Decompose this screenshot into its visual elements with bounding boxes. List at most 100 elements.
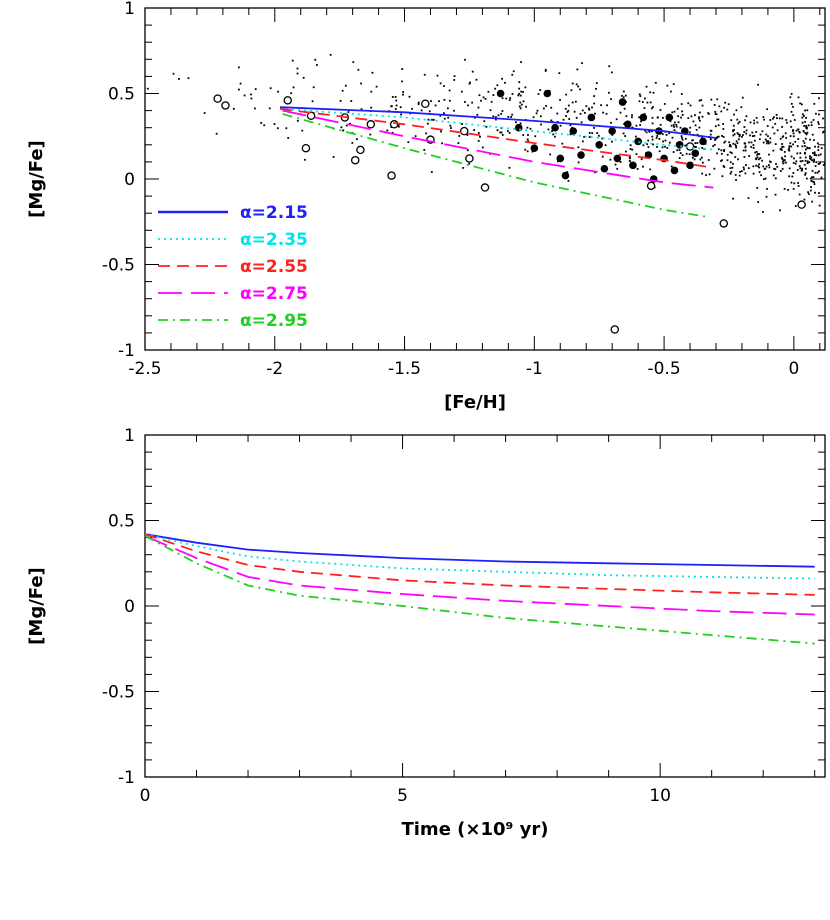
- field-star-point: [694, 114, 696, 117]
- field-star-point: [679, 152, 682, 155]
- field-star-point: [665, 134, 668, 136]
- field-star-point: [804, 109, 806, 112]
- field-star-point: [738, 133, 741, 136]
- field-star-point: [477, 132, 480, 134]
- series-line-2: [279, 108, 717, 151]
- field-star-point: [809, 177, 812, 180]
- field-star-point: [569, 133, 572, 136]
- field-star-point: [747, 167, 750, 170]
- field-star-point: [765, 142, 768, 145]
- field-star-point: [438, 100, 440, 103]
- field-star-point: [729, 151, 732, 154]
- field-star-point: [639, 95, 642, 97]
- field-star-point: [460, 90, 463, 93]
- field-star-point: [519, 107, 522, 110]
- field-star-point: [577, 146, 580, 149]
- field-star-point: [765, 133, 768, 136]
- open-circle-point: [283, 96, 292, 105]
- field-star-point: [762, 116, 765, 119]
- field-star-point: [591, 106, 593, 109]
- field-star-point: [579, 112, 582, 115]
- field-star-point: [666, 84, 669, 87]
- field-star-point: [816, 142, 819, 145]
- field-star-point: [817, 146, 820, 148]
- field-star-point: [567, 179, 570, 182]
- field-star-point: [755, 116, 758, 119]
- field-star-point: [774, 177, 777, 180]
- field-star-point: [397, 124, 400, 126]
- open-circle-point: [350, 155, 360, 165]
- field-star-point: [558, 72, 561, 75]
- field-star-point: [793, 157, 795, 160]
- field-star-point: [482, 96, 485, 99]
- field-star-point: [408, 95, 411, 98]
- field-star-point: [669, 120, 672, 123]
- field-star-point: [458, 135, 461, 137]
- field-star-point: [291, 59, 294, 62]
- field-star-point: [644, 129, 646, 132]
- field-star-point: [605, 112, 608, 115]
- field-star-point: [722, 123, 725, 125]
- field-star-point: [535, 112, 538, 115]
- field-star-point: [681, 138, 684, 141]
- field-star-point: [487, 90, 490, 93]
- field-star-point: [622, 96, 625, 99]
- field-star-point: [795, 160, 798, 163]
- field-star-point: [774, 122, 777, 125]
- field-star-point: [525, 105, 527, 108]
- field-star-point: [805, 126, 808, 129]
- field-star-point: [751, 131, 754, 134]
- field-star-point: [689, 126, 692, 129]
- field-star-point: [794, 140, 797, 143]
- field-star-point: [673, 125, 675, 128]
- field-star-point: [656, 116, 659, 119]
- field-star-point: [730, 171, 733, 173]
- field-star-point: [811, 133, 814, 136]
- field-star-point: [716, 118, 719, 121]
- field-star-point: [757, 83, 759, 86]
- field-star-point: [700, 99, 703, 101]
- field-star-point: [720, 160, 722, 162]
- field-star-point: [756, 156, 759, 159]
- field-star-point: [732, 162, 734, 165]
- field-star-point: [532, 116, 535, 119]
- field-star-point: [467, 104, 469, 107]
- field-star-point: [621, 94, 623, 97]
- field-star-point: [783, 151, 786, 153]
- legend-label: α=2.95: [240, 311, 308, 331]
- plot-area: [146, 53, 825, 334]
- field-star-point: [815, 154, 818, 157]
- field-star-point: [681, 136, 683, 139]
- field-star-point: [544, 70, 547, 72]
- field-star-point: [664, 145, 666, 148]
- field-star-point: [723, 166, 726, 169]
- field-star-point: [804, 151, 806, 154]
- field-star-point: [766, 188, 768, 190]
- field-star-point: [723, 141, 726, 144]
- field-star-point: [402, 91, 405, 93]
- field-star-point: [819, 153, 822, 156]
- field-star-point: [758, 166, 761, 169]
- field-star-point: [680, 93, 683, 95]
- open-circle-point: [306, 111, 316, 120]
- field-star-point: [776, 165, 779, 168]
- field-star-point: [314, 58, 317, 61]
- field-star-point: [753, 134, 756, 137]
- field-star-point: [430, 171, 433, 173]
- field-star-point: [394, 96, 397, 98]
- field-star-point: [601, 137, 604, 140]
- field-star-point: [411, 107, 413, 110]
- field-star-point: [761, 130, 764, 133]
- field-star-point: [792, 129, 795, 131]
- field-star-point: [743, 156, 746, 158]
- field-star-point: [797, 182, 800, 184]
- field-star-point: [765, 195, 768, 198]
- field-star-point: [782, 162, 785, 165]
- y-tick-label: 0.5: [108, 512, 135, 532]
- field-star-point: [790, 110, 793, 113]
- field-star-point: [766, 108, 769, 111]
- field-star-point: [736, 132, 739, 134]
- field-star-point: [781, 136, 784, 138]
- field-star-point: [691, 156, 694, 159]
- field-star-point: [457, 142, 460, 144]
